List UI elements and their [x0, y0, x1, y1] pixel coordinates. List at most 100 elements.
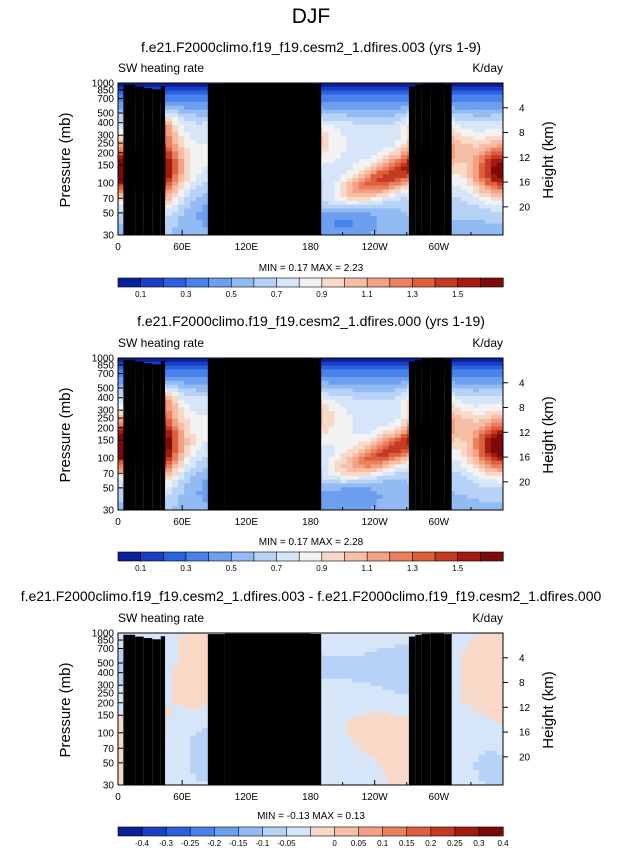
panel2-cell — [448, 475, 456, 481]
panel1-cell — [328, 151, 336, 156]
panel2-cell — [172, 441, 179, 446]
panel2-cell — [478, 418, 486, 424]
panel2-cell — [460, 441, 468, 446]
panel2-cell — [328, 418, 336, 424]
panel1-cell — [358, 136, 366, 141]
panel2-cell — [202, 377, 209, 382]
panel1-cell — [382, 227, 390, 232]
panel1-cell — [166, 124, 173, 130]
panel2-cell — [388, 396, 396, 401]
panel1-cell — [322, 113, 330, 118]
panel1-cell — [178, 162, 185, 168]
panel2-cell — [328, 399, 336, 405]
panel1-cell — [196, 189, 203, 194]
panel1-cell — [190, 185, 197, 190]
panel2-cell — [166, 365, 173, 370]
panel1-cell — [196, 136, 203, 141]
panel2-cell — [196, 422, 203, 427]
panel1-cell — [496, 170, 504, 175]
panel1-cell — [394, 124, 402, 130]
panel2-cell — [328, 407, 336, 412]
panel2-cell — [196, 415, 203, 420]
panel1-cell — [328, 212, 336, 217]
panel1-cell — [196, 86, 203, 92]
panel2-cell — [394, 449, 402, 454]
panel1-cell — [184, 197, 191, 202]
panel1-cell — [478, 159, 486, 164]
panel2-cell — [346, 403, 354, 408]
panel2-cell — [202, 453, 209, 458]
panel1-cell — [184, 166, 191, 171]
panel1-cell — [478, 216, 486, 221]
panel1-colorbar: 0.1 0.3 0.5 0.7 0.9 1.1 1.3 1.5 — [117, 277, 504, 299]
panel1-cell — [364, 178, 372, 183]
panel2-cell — [364, 377, 372, 382]
panel2-cell — [334, 464, 342, 469]
panel2-cell — [382, 460, 390, 465]
panel1-cell — [334, 86, 342, 92]
panel2-cell — [352, 384, 360, 389]
panel2-cell — [322, 358, 330, 363]
panel1-cell — [196, 208, 203, 213]
panel1-cell — [388, 113, 396, 118]
panel1-cell — [352, 128, 360, 133]
panel2-cell — [370, 365, 378, 370]
panel1-cell — [202, 124, 209, 130]
panel2-cell — [448, 369, 456, 374]
panel2-cell — [166, 396, 173, 401]
panel1-cell — [460, 128, 468, 133]
panel2-cell — [490, 453, 498, 458]
panel2-cell — [370, 373, 378, 378]
panel1-cell — [490, 193, 498, 198]
panel2-cell — [346, 434, 354, 439]
panel1-cell — [394, 109, 402, 114]
panel2-cell — [334, 411, 342, 416]
panel1-cell — [340, 98, 348, 103]
panel2-cell — [364, 449, 372, 454]
panel1-cell — [496, 98, 504, 103]
panel1-cell — [346, 193, 354, 198]
panel1-cell — [166, 200, 173, 206]
panel1-cell — [472, 90, 480, 95]
panel2-cell — [328, 479, 336, 484]
panel2-cell — [172, 373, 179, 378]
panel2-cell — [370, 399, 378, 405]
panel2-cell — [484, 373, 492, 378]
panel1-cell — [364, 219, 372, 225]
panel1-cell — [388, 181, 396, 187]
panel2-cell — [490, 392, 498, 397]
panel2-cell — [196, 472, 203, 477]
panel1-cell — [358, 208, 366, 213]
panel2-cell — [484, 472, 492, 477]
panel2-cell — [322, 365, 330, 370]
panel1-cell — [358, 128, 366, 133]
panel2-cell — [346, 479, 354, 484]
panel1-cell — [478, 204, 486, 209]
panel1-cell — [322, 219, 330, 225]
panel1-cell — [334, 159, 342, 164]
panel2-cell — [370, 415, 378, 420]
panel2-cell — [334, 373, 342, 378]
panel1-cell — [184, 90, 191, 95]
panel2-cell — [466, 388, 474, 393]
panel1-cell — [346, 200, 354, 206]
panel1-cell — [118, 197, 125, 202]
panel2-cell — [178, 384, 185, 389]
panel1-cell — [196, 231, 203, 236]
panel2-cell — [190, 441, 197, 446]
panel2-cell — [400, 415, 408, 420]
panel1-cell — [472, 178, 480, 183]
panel1-x-tick-label: 60E — [173, 242, 191, 253]
panel1-cell — [190, 147, 197, 152]
panel1-cell — [388, 109, 396, 114]
panel1-cell — [496, 128, 504, 133]
panel2-cell — [202, 487, 209, 492]
panel2-cell — [196, 491, 203, 496]
panel1-cell — [400, 200, 408, 206]
panel1-cell — [172, 83, 179, 88]
panel2-cell — [358, 487, 366, 492]
panel1-cell — [196, 170, 203, 175]
panel2-cell — [400, 358, 408, 363]
panel2-cell — [328, 491, 336, 496]
panel1-cell — [118, 128, 125, 133]
